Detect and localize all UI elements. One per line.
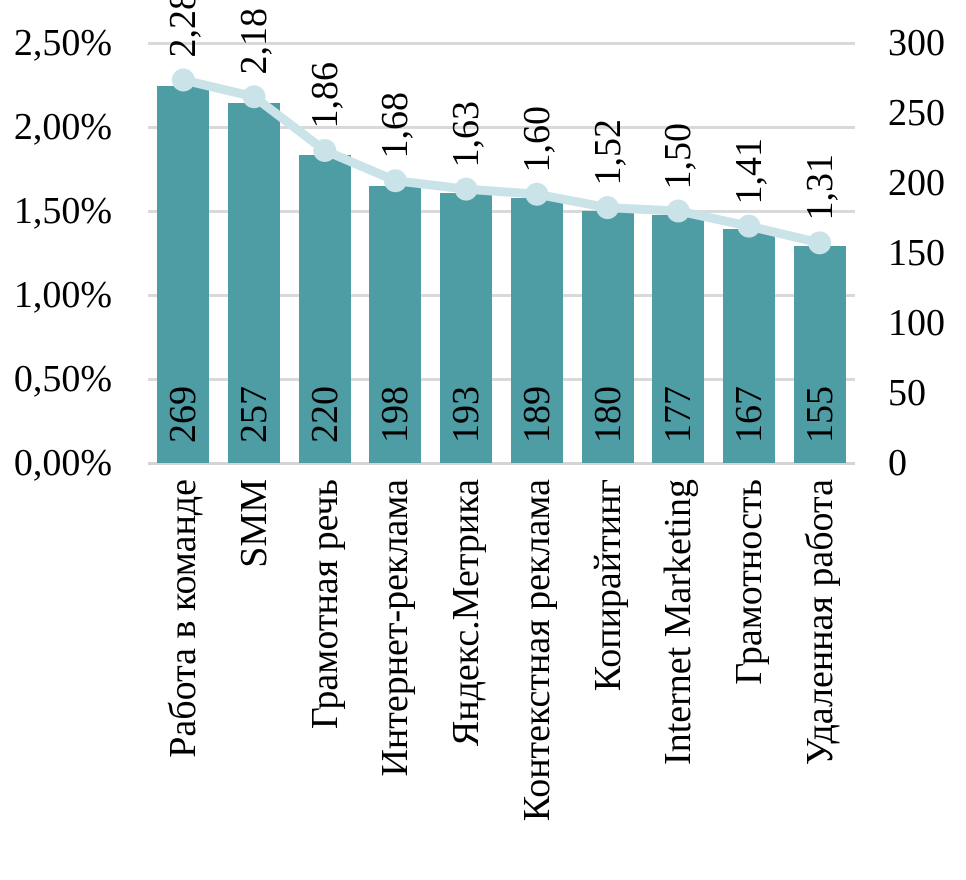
gridline [148,461,855,465]
right-axis-tick-label: 0 [888,442,907,484]
category-label: Работа в команде [162,479,205,758]
category-label: Грамотная речь [303,479,346,730]
bar [793,246,846,463]
left-axis-tick-label: 2,00% [13,106,112,148]
gridline [148,41,855,45]
bar [581,211,634,463]
category-label: Контекстная реклама [515,479,558,822]
category-label: Яндекс.Метрика [445,479,488,747]
category-label: Интернет-реклама [374,479,417,777]
left-axis-tick-label: 0,00% [13,442,112,484]
right-axis-tick-label: 100 [888,302,945,344]
left-axis-tick-label: 2,50% [13,22,112,64]
category-label: SMM [233,479,276,568]
category-label: Удаленная работа [798,479,841,766]
right-axis-tick-label: 150 [888,232,945,274]
right-axis-tick-label: 250 [888,92,945,134]
bar [652,215,705,463]
right-axis-tick-label: 50 [888,372,926,414]
category-label: Копирайтинг [586,479,629,692]
gridline [148,377,855,381]
right-axis-tick-label: 300 [888,22,945,64]
category-label: Internet Marketing [657,479,700,765]
bar [722,229,775,463]
left-axis-tick-label: 1,00% [13,274,112,316]
gridline [148,293,855,297]
left-axis-tick-label: 0,50% [13,358,112,400]
left-axis-tick-label: 1,50% [13,190,112,232]
category-label: Грамотность [727,479,770,685]
right-axis-tick-label: 200 [888,162,945,204]
